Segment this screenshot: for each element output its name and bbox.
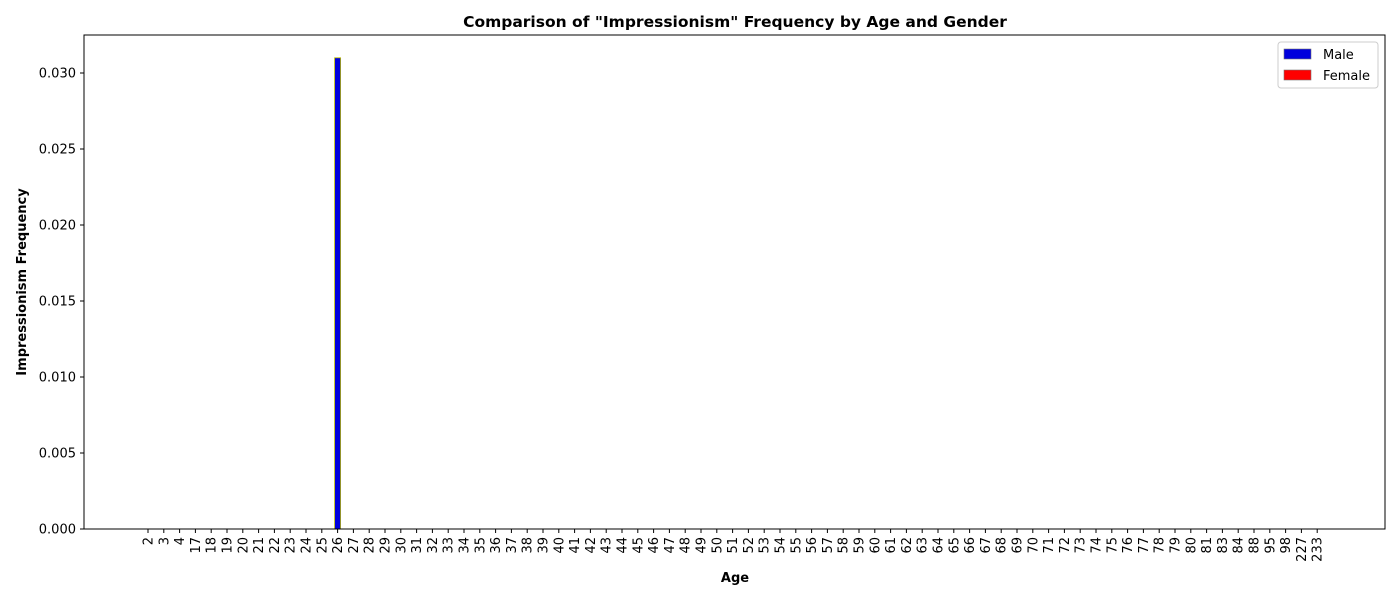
x-tick-label: 23	[284, 537, 299, 554]
x-tick-label: 71	[1042, 537, 1057, 554]
x-tick-label: 47	[663, 537, 678, 554]
y-tick-label: 0.025	[39, 143, 76, 158]
x-tick-label: 74	[1090, 537, 1105, 554]
x-tick-label: 81	[1200, 537, 1215, 554]
x-tick-label: 25	[315, 537, 330, 554]
x-tick-label: 83	[1216, 537, 1231, 554]
x-tick-label: 227	[1295, 537, 1310, 562]
x-tick-label: 45	[631, 537, 646, 554]
x-tick-label: 63	[916, 537, 931, 554]
y-tick-label: 0.030	[39, 67, 76, 82]
x-tick-label: 80	[1184, 537, 1199, 554]
x-tick-label: 17	[189, 537, 204, 554]
x-tick-label: 3	[157, 537, 172, 545]
x-tick-label: 78	[1153, 537, 1168, 554]
x-tick-label: 51	[726, 537, 741, 554]
x-tick-label: 44	[616, 537, 631, 554]
x-tick-label: 77	[1137, 537, 1152, 554]
y-tick-label: 0.005	[39, 447, 76, 462]
legend-swatch-male	[1283, 48, 1312, 60]
x-tick-label: 59	[853, 537, 868, 554]
x-tick-label: 50	[710, 537, 725, 554]
x-tick-label: 38	[521, 537, 536, 554]
x-tick-label: 39	[537, 537, 552, 554]
x-tick-label: 34	[458, 537, 473, 554]
x-tick-label: 53	[758, 537, 773, 554]
x-tick-label: 22	[268, 537, 283, 554]
x-tick-label: 76	[1121, 537, 1136, 554]
x-tick-label: 61	[884, 537, 899, 554]
x-tick-label: 60	[868, 537, 883, 554]
y-tick-label: 0.000	[39, 523, 76, 538]
plot-frame	[83, 34, 1386, 530]
x-tick-label: 21	[252, 537, 267, 554]
x-tick-label: 68	[995, 537, 1010, 554]
x-tick-label: 32	[426, 537, 441, 554]
x-tick-label: 66	[963, 537, 978, 554]
x-tick-label: 37	[505, 537, 520, 554]
x-tick-label: 29	[379, 537, 394, 554]
x-tick-label: 64	[932, 537, 947, 554]
x-tick-label: 35	[473, 537, 488, 554]
x-tick-label: 27	[347, 537, 362, 554]
bar-male-26	[334, 57, 342, 530]
x-tick-label: 18	[205, 537, 220, 554]
x-tick-label: 43	[600, 537, 615, 554]
x-tick-label: 30	[394, 537, 409, 554]
x-tick-label: 62	[900, 537, 915, 554]
x-tick-label: 73	[1074, 537, 1089, 554]
x-tick-label: 52	[742, 537, 757, 554]
x-tick-label: 49	[695, 537, 710, 554]
x-tick-label: 84	[1232, 537, 1247, 554]
x-tick-label: 67	[979, 537, 994, 554]
x-tick-label: 88	[1248, 537, 1263, 554]
x-tick-label: 19	[221, 537, 236, 554]
x-tick-label: 72	[1058, 537, 1073, 554]
x-tick-label: 31	[410, 537, 425, 554]
legend-label-female: Female	[1323, 69, 1370, 84]
x-tick-label: 57	[821, 537, 836, 554]
x-tick-label: 41	[568, 537, 583, 554]
y-axis-label: Impressionism Frequency	[15, 188, 30, 376]
x-axis-label: Age	[721, 571, 749, 586]
x-tick-label: 26	[331, 537, 346, 554]
x-tick-label: 58	[837, 537, 852, 554]
x-tick-label: 20	[236, 537, 251, 554]
x-tick-label: 79	[1169, 537, 1184, 554]
y-tick-label: 0.020	[39, 219, 76, 234]
x-tick-label: 65	[947, 537, 962, 554]
x-tick-label: 233	[1311, 537, 1326, 562]
x-tick-label: 98	[1279, 537, 1294, 554]
x-tick-label: 28	[363, 537, 378, 554]
chart-title: Comparison of "Impressionism" Frequency …	[463, 13, 1007, 31]
x-tick-label: 24	[300, 537, 315, 554]
x-tick-label: 75	[1105, 537, 1120, 554]
x-tick-label: 55	[789, 537, 804, 554]
x-tick-label: 95	[1263, 537, 1278, 554]
x-tick-label: 46	[647, 537, 662, 554]
legend-label-male: Male	[1323, 48, 1354, 63]
y-tick-label: 0.015	[39, 295, 76, 310]
x-tick-label: 33	[442, 537, 457, 554]
legend: Male Female	[1277, 41, 1379, 89]
x-tick-label: 48	[679, 537, 694, 554]
x-tick-label: 2	[142, 537, 157, 545]
x-tick-label: 42	[584, 537, 599, 554]
x-tick-label: 40	[552, 537, 567, 554]
y-tick-label: 0.010	[39, 371, 76, 386]
x-tick-label: 54	[774, 537, 789, 554]
x-tick-label: 70	[1026, 537, 1041, 554]
x-tick-label: 69	[1011, 537, 1026, 554]
x-tick-label: 56	[805, 537, 820, 554]
legend-swatch-female	[1283, 69, 1312, 81]
x-tick-label: 4	[173, 537, 188, 545]
x-tick-label: 36	[489, 537, 504, 554]
